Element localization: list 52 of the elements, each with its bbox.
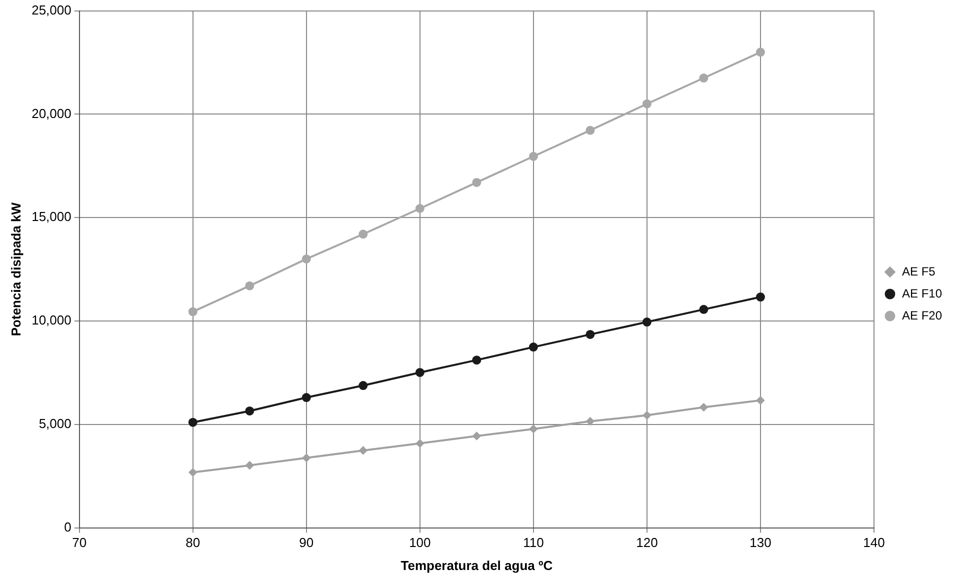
legend-label: AE F10 (902, 286, 942, 300)
y-tick-label: 5,000 (38, 416, 72, 431)
point (302, 454, 310, 462)
point (528, 152, 538, 161)
point (586, 126, 595, 135)
y-tick-label: 0 (64, 519, 72, 534)
point (302, 393, 311, 402)
x-tick-label: 70 (72, 535, 87, 550)
point (642, 411, 651, 420)
x-tick-label: 100 (409, 535, 431, 550)
point (756, 48, 765, 57)
point (472, 178, 482, 187)
x-tick-label: 80 (186, 535, 200, 550)
x-axis-title: Temperatura del agua ºC (400, 558, 554, 573)
point (642, 318, 652, 327)
point (415, 204, 424, 213)
y-tick-label: 20,000 (32, 106, 72, 121)
point (358, 381, 368, 390)
point (528, 342, 538, 352)
point (699, 74, 708, 83)
point (245, 281, 254, 290)
point (586, 417, 594, 426)
point (188, 418, 198, 427)
point (416, 439, 424, 448)
y-tick-label: 10,000 (32, 312, 72, 328)
point (359, 446, 368, 454)
x-tick-label: 110 (523, 535, 544, 550)
x-tick-label: 90 (299, 535, 314, 550)
y-axis-title: Potencia disipada kW (8, 202, 24, 336)
legend-label: AE F20 (902, 308, 942, 322)
point (756, 396, 764, 404)
point (415, 368, 424, 377)
point (529, 424, 538, 433)
point (246, 461, 254, 470)
point (188, 307, 198, 316)
x-tick-label: 140 (863, 535, 885, 550)
point (756, 292, 765, 302)
point (188, 468, 197, 476)
legend-label: AE F5 (902, 264, 936, 278)
point (245, 406, 254, 416)
point (472, 356, 482, 365)
point (586, 330, 595, 339)
point (472, 432, 481, 440)
point (358, 230, 368, 239)
point (700, 403, 708, 412)
point (302, 254, 311, 264)
y-tick-label: 25,000 (32, 2, 72, 18)
y-tick-label: 15,000 (32, 209, 72, 224)
point (642, 99, 652, 108)
x-tick-label: 120 (636, 535, 658, 550)
x-tick-label: 130 (750, 535, 772, 550)
point (699, 304, 708, 314)
